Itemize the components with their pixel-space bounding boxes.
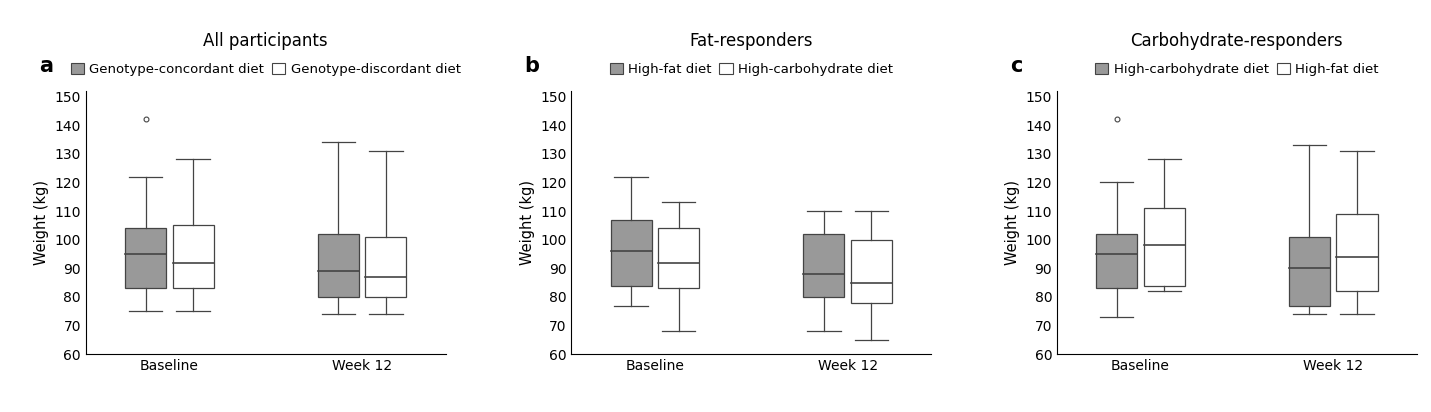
Y-axis label: Weight (kg): Weight (kg) bbox=[34, 180, 49, 265]
Legend: High-carbohydrate diet, High-fat diet: High-carbohydrate diet, High-fat diet bbox=[1095, 63, 1378, 76]
Bar bbox=[851, 240, 892, 303]
Bar bbox=[1096, 234, 1138, 288]
Y-axis label: Weight (kg): Weight (kg) bbox=[1005, 180, 1020, 265]
Bar bbox=[365, 237, 406, 297]
Bar bbox=[658, 228, 700, 288]
Text: c: c bbox=[1010, 56, 1023, 76]
Text: a: a bbox=[39, 56, 53, 76]
Bar bbox=[318, 234, 359, 297]
Title: Fat-responders: Fat-responders bbox=[690, 32, 813, 50]
Y-axis label: Weight (kg): Weight (kg) bbox=[519, 180, 535, 265]
Bar bbox=[803, 234, 844, 297]
Bar bbox=[1143, 208, 1185, 286]
Title: Carbohydrate-responders: Carbohydrate-responders bbox=[1130, 32, 1344, 50]
Legend: Genotype-concordant diet, Genotype-discordant diet: Genotype-concordant diet, Genotype-disco… bbox=[70, 63, 461, 76]
Bar bbox=[611, 220, 651, 286]
Bar bbox=[124, 228, 166, 288]
Text: b: b bbox=[525, 56, 539, 76]
Legend: High-fat diet, High-carbohydrate diet: High-fat diet, High-carbohydrate diet bbox=[610, 63, 893, 76]
Bar bbox=[173, 225, 213, 288]
Title: All participants: All participants bbox=[203, 32, 328, 50]
Bar bbox=[1337, 214, 1378, 291]
Bar bbox=[1289, 237, 1329, 306]
